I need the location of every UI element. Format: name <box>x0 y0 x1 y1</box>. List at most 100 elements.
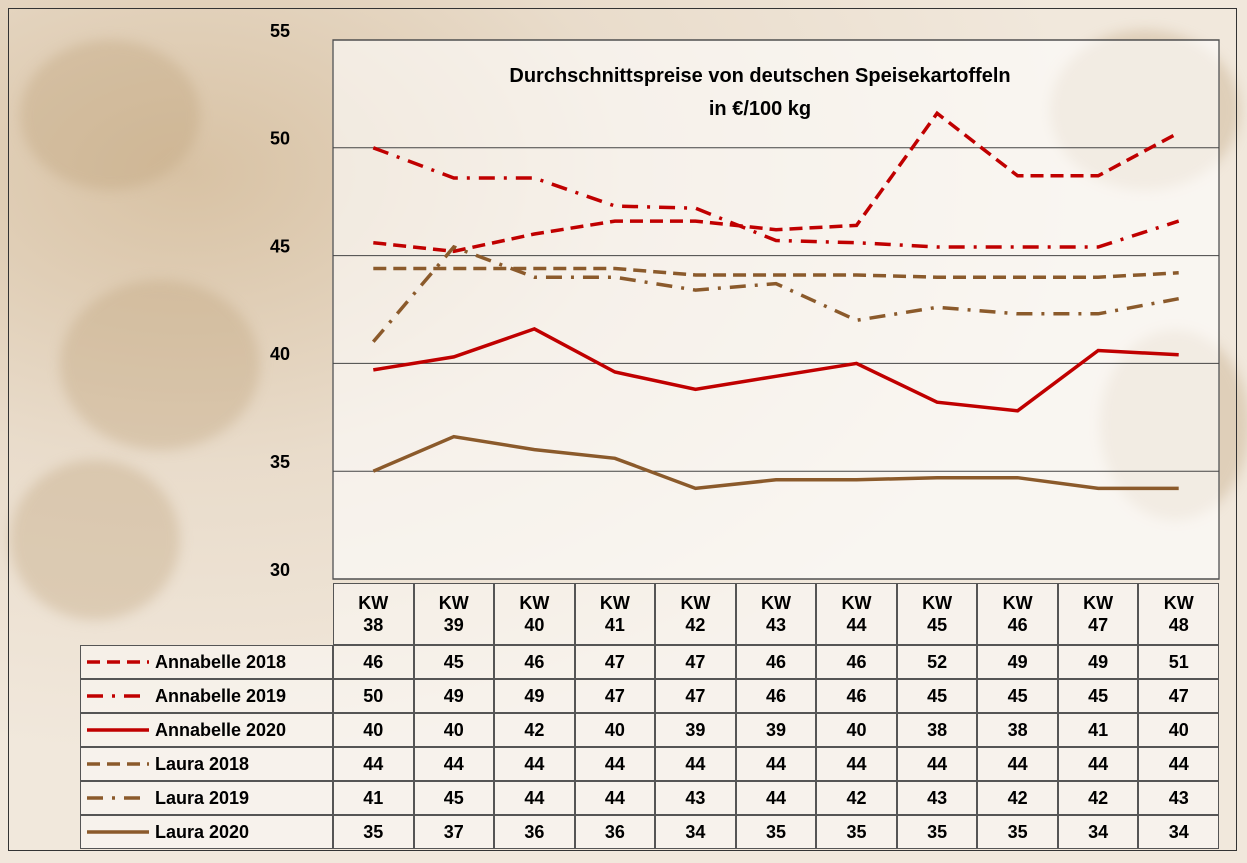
table-value: 52 <box>896 645 978 679</box>
table-value: 35 <box>816 815 897 849</box>
background <box>10 460 180 620</box>
table-value: 44 <box>1057 747 1139 781</box>
table-value: 40 <box>413 713 495 747</box>
x-tick-label: KW 38 <box>333 583 414 645</box>
table-value: 42 <box>977 781 1058 815</box>
table-value: 43 <box>896 781 978 815</box>
table-value: 35 <box>896 815 978 849</box>
table-value: 49 <box>413 679 495 713</box>
chart-title: Durchschnittspreise von deutschen Speise… <box>509 65 1010 87</box>
table-value: 45 <box>413 781 495 815</box>
table-value: 49 <box>977 645 1058 679</box>
x-tick-label: KW 45 <box>896 583 978 645</box>
table-value: 40 <box>574 713 656 747</box>
y-tick-label: 50 <box>270 129 290 149</box>
table-value: 37 <box>413 815 495 849</box>
table-value: 47 <box>655 679 736 713</box>
table-value: 45 <box>896 679 978 713</box>
legend-swatch <box>87 796 149 800</box>
table-value: 36 <box>574 815 656 849</box>
table-value: 47 <box>574 645 656 679</box>
table-value: 38 <box>977 713 1058 747</box>
table-value: 46 <box>816 679 897 713</box>
legend-label: Annabelle 2019 <box>155 685 287 706</box>
category-text: KW 48 <box>1163 593 1194 635</box>
legend-entry: Annabelle 2020 <box>80 713 333 747</box>
background <box>20 40 200 190</box>
x-tick-label: KW 40 <box>494 583 575 645</box>
table-value: 50 <box>333 679 414 713</box>
category-text: KW 45 <box>922 593 953 635</box>
series-line <box>373 266 1179 279</box>
category-text: KW 44 <box>841 593 872 635</box>
table-value: 44 <box>655 747 736 781</box>
table-value: 36 <box>494 815 575 849</box>
table-value: 44 <box>494 781 575 815</box>
x-tick-label: KW 47 <box>1057 583 1139 645</box>
series-line <box>371 244 1180 343</box>
table-value: 44 <box>896 747 978 781</box>
category-text: KW 42 <box>680 593 711 635</box>
table-value: 42 <box>1057 781 1139 815</box>
table-value: 35 <box>977 815 1058 849</box>
legend-label: Laura 2020 <box>155 821 250 842</box>
x-tick-label: KW 44 <box>816 583 897 645</box>
table-value: 39 <box>735 713 817 747</box>
table-value: 45 <box>1057 679 1139 713</box>
table-value: 46 <box>735 679 817 713</box>
table-value: 51 <box>1138 645 1219 679</box>
table-value: 49 <box>494 679 575 713</box>
table-value: 41 <box>333 781 414 815</box>
table-value: 44 <box>735 781 817 815</box>
y-tick-label: 45 <box>270 236 290 256</box>
table-value: 43 <box>1138 781 1219 815</box>
legend-label: Laura 2018 <box>155 753 250 774</box>
category-text: KW 47 <box>1083 593 1114 635</box>
table-value: 44 <box>494 747 575 781</box>
table-value: 34 <box>1057 815 1139 849</box>
series-line <box>373 326 1179 413</box>
plot-area <box>332 39 1220 580</box>
category-text: KW 39 <box>438 593 469 635</box>
table-value: 47 <box>655 645 736 679</box>
y-tick-label: 40 <box>270 344 290 364</box>
legend-entry: Laura 2020 <box>80 815 333 849</box>
y-tick-label: 30 <box>270 560 290 580</box>
chart-subtitle: in €/100 kg <box>709 98 811 120</box>
x-tick-label: KW 46 <box>977 583 1058 645</box>
table-value: 38 <box>896 713 978 747</box>
legend-swatch <box>87 660 149 664</box>
table-value: 41 <box>1057 713 1139 747</box>
table-value: 45 <box>413 645 495 679</box>
series-line <box>372 146 1180 249</box>
table-value: 47 <box>1138 679 1219 713</box>
x-tick-label: KW 42 <box>655 583 736 645</box>
background <box>60 280 260 450</box>
table-value: 42 <box>494 713 575 747</box>
table-value: 46 <box>735 645 817 679</box>
table-value: 46 <box>333 645 414 679</box>
legend-entry: Annabelle 2018 <box>80 645 333 679</box>
legend-entry: Annabelle 2019 <box>80 679 333 713</box>
table-value: 44 <box>333 747 414 781</box>
category-text: KW 38 <box>358 593 389 635</box>
table-value: 49 <box>1057 645 1139 679</box>
table-value: 35 <box>333 815 414 849</box>
table-value: 44 <box>977 747 1058 781</box>
table-value: 40 <box>1138 713 1219 747</box>
table-value: 35 <box>735 815 817 849</box>
table-value: 42 <box>816 781 897 815</box>
table-value: 44 <box>735 747 817 781</box>
table-value: 44 <box>816 747 897 781</box>
table-value: 44 <box>574 781 656 815</box>
series-line <box>372 434 1179 491</box>
legend-entry: Laura 2019 <box>80 781 333 815</box>
table-value: 45 <box>977 679 1058 713</box>
table-value: 43 <box>655 781 736 815</box>
category-text: KW 41 <box>599 593 630 635</box>
table-value: 44 <box>413 747 495 781</box>
category-text: KW 43 <box>760 593 791 635</box>
legend-entry: Laura 2018 <box>80 747 333 781</box>
legend-swatch <box>87 762 149 766</box>
